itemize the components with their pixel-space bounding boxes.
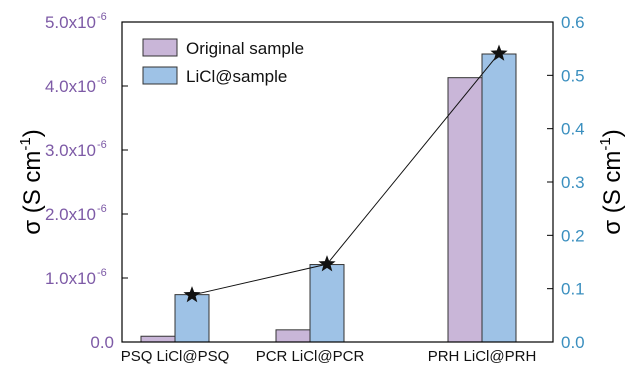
legend-label-licl: LiCl@sample bbox=[186, 67, 287, 86]
left-axis-label: σ (S cm-1) bbox=[17, 129, 46, 234]
left-tick-label-5: 5.0x10 bbox=[45, 13, 96, 32]
left-tick-label-4: 4.0x10 bbox=[45, 77, 96, 96]
category-label-0: PSQ LiCl@PSQ bbox=[121, 348, 230, 365]
category-label-2: PRH LiCl@PRH bbox=[428, 348, 537, 365]
bar-licl-0 bbox=[174, 294, 210, 343]
right-tick-label-5: 0.5 bbox=[561, 66, 585, 85]
left-tick-exp-3: -6 bbox=[97, 139, 107, 151]
right-tick-label-3: 0.3 bbox=[561, 173, 585, 192]
left-tick-label-1: 1.0x10 bbox=[45, 269, 96, 288]
left-axis-label-sup: -1 bbox=[17, 137, 34, 150]
bar-original-2 bbox=[447, 77, 483, 343]
right-axis-tick-labels: 0.0 0.1 0.2 0.3 0.4 0.5 0.6 bbox=[561, 13, 585, 352]
star-marker-0 bbox=[183, 286, 201, 303]
left-tick-label-3: 3.0x10 bbox=[45, 141, 96, 160]
right-tick-label-0: 0.0 bbox=[561, 333, 585, 352]
left-axis-tick-labels: 0.01.0x10 -62.0x10 -63.0x10 -64.0x10 -65.0x1… bbox=[45, 11, 114, 352]
bar-original-0 bbox=[140, 335, 176, 343]
category-label-1: PCR LiCl@PCR bbox=[256, 348, 365, 365]
right-tick-label-6: 0.6 bbox=[561, 13, 585, 32]
left-tick-exp-4: -6 bbox=[97, 75, 107, 87]
left-axis-label-main: σ (S cm bbox=[19, 151, 46, 235]
left-tick-exp-1: -6 bbox=[97, 267, 107, 279]
bars-group bbox=[140, 53, 517, 343]
right-tick-label-2: 0.2 bbox=[561, 226, 585, 245]
right-axis-label-sup: -1 bbox=[597, 137, 614, 150]
star-line-group bbox=[183, 44, 508, 303]
left-tick-exp-5: -6 bbox=[97, 11, 107, 23]
bar-original-1 bbox=[275, 329, 311, 343]
star-marker-2 bbox=[490, 44, 508, 61]
left-tick-label-2: 2.0x10 bbox=[45, 205, 96, 224]
left-axis-label-close: ) bbox=[19, 129, 46, 137]
right-axis-label-close: ) bbox=[599, 129, 626, 137]
right-tick-label-1: 0.1 bbox=[561, 280, 585, 299]
left-tick-label-0: 0.0 bbox=[90, 333, 114, 352]
legend-swatch-original bbox=[142, 38, 178, 57]
right-tick-label-4: 0.4 bbox=[561, 120, 585, 139]
legend: Original sample LiCl@sample bbox=[142, 38, 304, 86]
left-tick-exp-2: -6 bbox=[97, 203, 107, 215]
star-marker-1 bbox=[318, 255, 336, 272]
right-axis-label-main: σ (S cm bbox=[599, 151, 626, 235]
plot-frame bbox=[121, 21, 554, 343]
legend-swatch-licl bbox=[142, 66, 178, 85]
category-labels: PSQ LiCl@PSQ PCR LiCl@PCR PRH LiCl@PRH bbox=[121, 348, 537, 365]
bar-licl-2 bbox=[481, 53, 517, 343]
bar-licl-1 bbox=[309, 264, 345, 343]
right-axis-label: σ (S cm-1) bbox=[597, 129, 626, 234]
legend-label-original: Original sample bbox=[186, 39, 304, 58]
